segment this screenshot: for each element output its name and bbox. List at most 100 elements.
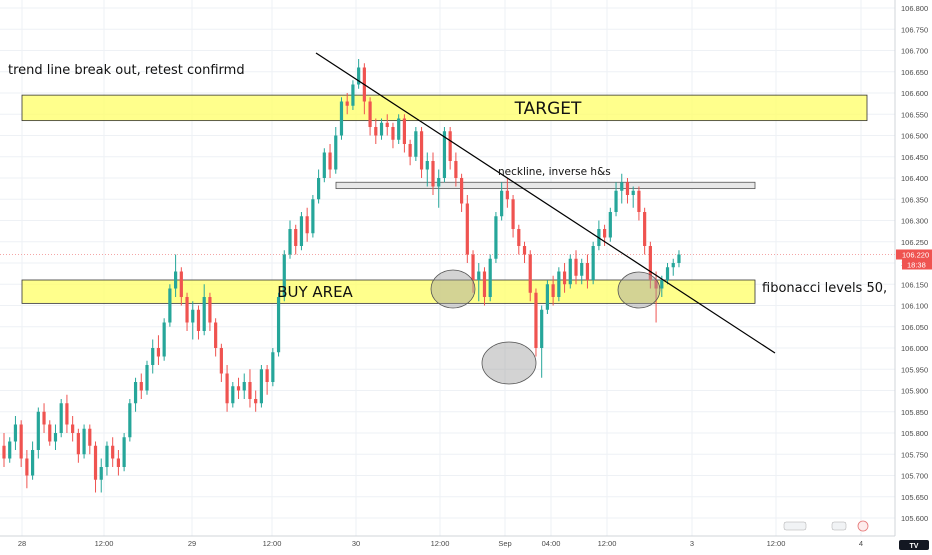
- y-tick-label: 106.000: [901, 344, 928, 353]
- candle-body: [282, 254, 286, 297]
- candle-body: [477, 271, 481, 280]
- candle-body: [322, 152, 326, 178]
- y-tick-label: 106.550: [901, 110, 928, 119]
- y-tick-label: 105.600: [901, 514, 928, 523]
- candle-body: [397, 118, 401, 140]
- y-tick-label: 106.150: [901, 280, 928, 289]
- candle-body: [42, 411, 46, 425]
- candle-body: [191, 309, 195, 323]
- x-tick-label: 29: [188, 539, 196, 548]
- candle-body: [128, 403, 132, 438]
- candle-body: [379, 122, 384, 136]
- y-tick-label: 105.900: [901, 387, 928, 396]
- candle-body: [248, 382, 252, 399]
- x-tick-label: Sep: [498, 539, 511, 548]
- candle-body: [254, 399, 258, 404]
- candle-body: [631, 190, 635, 195]
- x-tick-label: 12:00: [767, 539, 786, 548]
- candle-body: [494, 216, 498, 259]
- candle-body: [242, 382, 246, 391]
- candle-body: [580, 263, 584, 276]
- candle-body: [460, 178, 464, 204]
- candle-body: [196, 309, 201, 331]
- target-label: TARGET: [514, 99, 582, 119]
- y-tick-label: 105.750: [901, 450, 928, 459]
- candle-body: [637, 190, 641, 212]
- candle-body: [276, 297, 281, 353]
- candle-body: [345, 101, 349, 106]
- candle-body: [139, 382, 143, 391]
- ellipse-marker: [617, 271, 661, 309]
- x-tick-label: 28: [18, 539, 26, 548]
- candle-body: [402, 118, 406, 144]
- x-tick-label: 12:00: [431, 539, 450, 548]
- x-tick-label: 3: [690, 539, 694, 548]
- candle-body: [511, 199, 515, 229]
- candle-body: [25, 458, 29, 476]
- candle-body: [385, 122, 389, 127]
- candle-body: [71, 424, 75, 433]
- candle-body: [643, 212, 647, 246]
- candle-body: [603, 229, 607, 238]
- y-tick-label: 106.650: [901, 68, 928, 77]
- candle-body: [99, 467, 103, 480]
- candle-body: [231, 386, 235, 404]
- candle-body: [505, 190, 509, 200]
- y-tick-label: 106.050: [901, 323, 928, 332]
- candle-body: [219, 348, 223, 374]
- events-icon[interactable]: [783, 521, 807, 531]
- candle-body: [591, 246, 595, 280]
- candle-body: [259, 369, 263, 404]
- y-tick-label: 106.250: [901, 238, 928, 247]
- candle-body: [202, 297, 206, 331]
- candle-body: [665, 267, 670, 280]
- candle-body: [48, 424, 52, 442]
- candle-body: [53, 433, 58, 442]
- neckline-zone: [335, 181, 756, 190]
- candle-body: [65, 403, 69, 425]
- x-tick-label: 30: [352, 539, 360, 548]
- candle-body: [174, 271, 178, 289]
- candle-body: [76, 433, 80, 455]
- candle-body: [425, 161, 429, 170]
- y-tick-label: 105.650: [901, 493, 928, 502]
- y-tick-label: 105.800: [901, 429, 928, 438]
- trend-line: [315, 52, 776, 354]
- candle-body: [488, 258, 492, 297]
- candle-body: [374, 127, 378, 136]
- candle-body: [31, 450, 35, 476]
- candle-body: [8, 441, 12, 459]
- candle-body: [82, 428, 86, 455]
- candle-body: [614, 190, 618, 212]
- last-price-badge: [896, 249, 932, 260]
- candle-body: [391, 127, 395, 140]
- candle-body: [568, 258, 572, 285]
- candle-body: [317, 178, 321, 200]
- candle-body: [540, 309, 544, 348]
- candle-body: [151, 348, 155, 365]
- candle-body: [236, 386, 241, 391]
- buy-area-label: BUY AREA: [277, 283, 353, 301]
- candle-body: [88, 428, 92, 446]
- candle-body: [551, 284, 555, 297]
- candle-body: [357, 67, 361, 85]
- candle-body: [225, 373, 229, 404]
- candle-body: [419, 131, 424, 170]
- tradingview-logo: TV: [899, 540, 929, 550]
- logo-badge: [899, 540, 929, 550]
- x-tick-label: 4: [859, 539, 863, 548]
- candle-body: [482, 271, 487, 297]
- x-tick-label: 04:00: [542, 539, 561, 548]
- candle-body: [105, 445, 109, 467]
- y-tick-label: 106.800: [901, 4, 928, 13]
- alert-icon[interactable]: [857, 520, 869, 532]
- y-tick-label: 106.500: [901, 132, 928, 141]
- ellipse-marker: [430, 269, 476, 309]
- news-icon[interactable]: [831, 521, 847, 531]
- candle-body: [448, 131, 452, 161]
- y-tick-label: 105.950: [901, 365, 928, 374]
- countdown-badge: [902, 259, 932, 270]
- y-tick-label: 106.700: [901, 47, 928, 56]
- candle-body: [19, 424, 23, 459]
